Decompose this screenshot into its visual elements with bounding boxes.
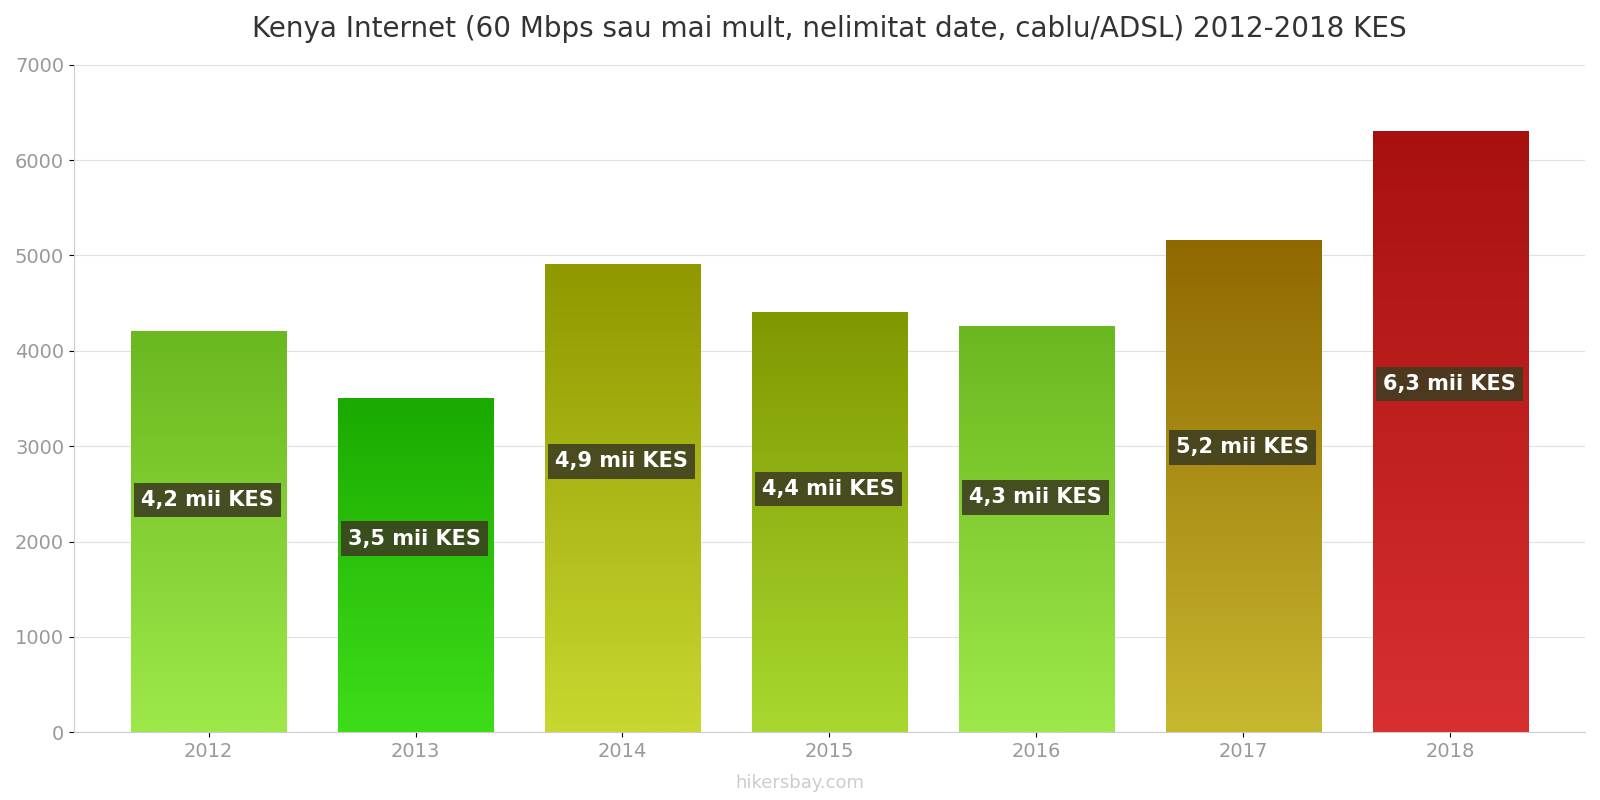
Text: 4,9 mii KES: 4,9 mii KES	[555, 451, 688, 471]
Text: hikersbay.com: hikersbay.com	[736, 774, 864, 792]
Text: 4,4 mii KES: 4,4 mii KES	[762, 479, 894, 499]
Text: 4,2 mii KES: 4,2 mii KES	[141, 490, 274, 510]
Text: 6,3 mii KES: 6,3 mii KES	[1382, 374, 1515, 394]
Text: 3,5 mii KES: 3,5 mii KES	[349, 529, 482, 549]
Title: Kenya Internet (60 Mbps sau mai mult, nelimitat date, cablu/ADSL) 2012-2018 KES: Kenya Internet (60 Mbps sau mai mult, ne…	[253, 15, 1406, 43]
Text: 4,3 mii KES: 4,3 mii KES	[970, 487, 1102, 507]
Text: 5,2 mii KES: 5,2 mii KES	[1176, 438, 1309, 458]
